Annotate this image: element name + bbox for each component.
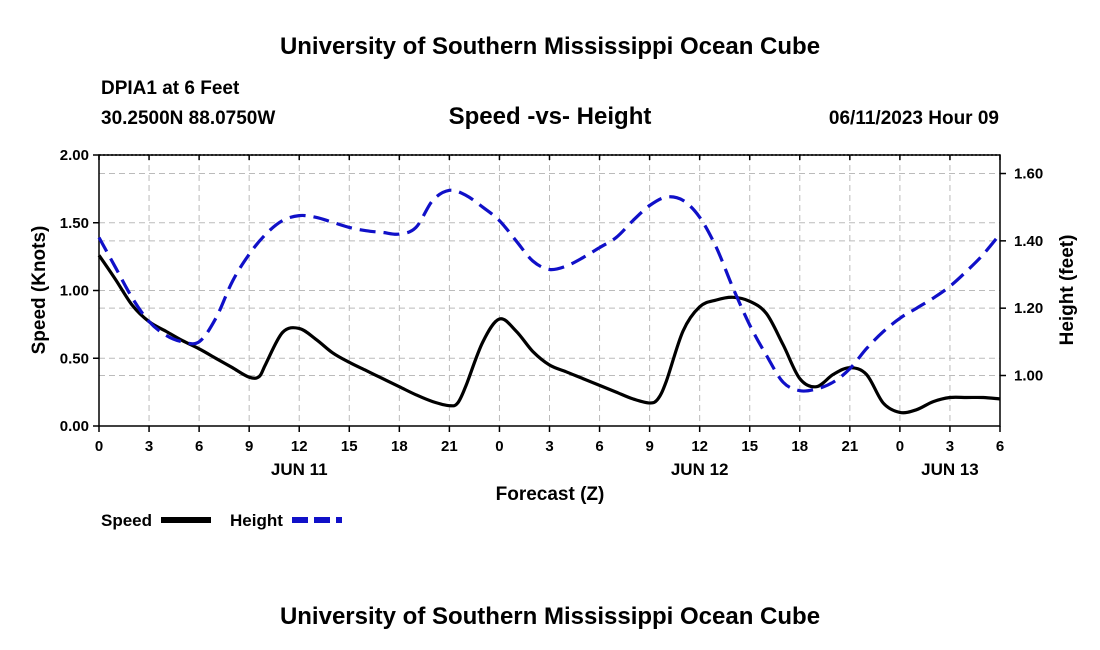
- x-tick-label: 21: [441, 438, 458, 455]
- series-line-height: [97, 188, 1002, 393]
- y-tick-label: 2.00: [60, 147, 89, 164]
- x-date-label: JUN 13: [921, 460, 979, 479]
- legend-label-height: Height: [230, 511, 283, 530]
- location-label: 30.2500N 88.0750W: [101, 108, 275, 129]
- y-tick-label: 0.50: [60, 350, 89, 367]
- series-group: [97, 188, 1002, 415]
- chart-title: Speed -vs- Height: [449, 103, 652, 130]
- x-date-label: JUN 12: [671, 460, 729, 479]
- footer-title: University of Southern Mississippi Ocean…: [280, 603, 820, 630]
- x-tick-label: 6: [595, 438, 603, 455]
- y-axis-title: Speed (Knots): [29, 226, 50, 355]
- x-tick-label: 12: [291, 438, 308, 455]
- x-axis-title: Forecast (Z): [496, 484, 605, 505]
- x-tick-label: 6: [195, 438, 203, 455]
- x-tick-label: 9: [245, 438, 253, 455]
- x-tick-label: 15: [341, 438, 358, 455]
- x-tick-label: 12: [691, 438, 708, 455]
- y2-tick-label: 1.00: [1014, 368, 1043, 385]
- page-title: University of Southern Mississippi Ocean…: [280, 33, 820, 60]
- x-date-label: JUN 11: [271, 460, 328, 479]
- x-tick-label: 18: [791, 438, 808, 455]
- x-tick-label: 0: [896, 438, 904, 455]
- y2-axis-title: Height (feet): [1057, 235, 1078, 346]
- x-tick-label: 0: [95, 438, 103, 455]
- x-tick-label: 3: [946, 438, 954, 455]
- x-tick-label: 21: [841, 438, 858, 455]
- x-tick-label: 3: [545, 438, 553, 455]
- x-axis: 0 3 6 9 12 15 18 21 0 3 6 9 12 15 18 21 0 3 6 JUN 11 JUN 12 J…: [95, 155, 1004, 479]
- x-tick-label: 9: [645, 438, 653, 455]
- x-tick-label: 15: [741, 438, 758, 455]
- y2-tick-label: 1.40: [1014, 233, 1043, 250]
- x-tick-label: 0: [495, 438, 503, 455]
- x-tick-label: 18: [391, 438, 408, 455]
- y2-tick-label: 1.60: [1014, 166, 1043, 183]
- x-tick-label: 6: [996, 438, 1004, 455]
- legend-label-speed: Speed: [101, 511, 152, 530]
- y-tick-label: 1.50: [60, 215, 89, 232]
- y-tick-label: 1.00: [60, 283, 89, 300]
- series-line-speed: [97, 254, 1001, 415]
- datetime-label: 06/11/2023 Hour 09: [829, 108, 999, 129]
- grid-lines: [99, 155, 1000, 426]
- x-tick-label: 3: [145, 438, 153, 455]
- y-tick-label: 0.00: [60, 418, 89, 435]
- y-axis-right: 1.00 1.20 1.40 1.60: [1000, 166, 1043, 385]
- legend: Speed Height: [101, 511, 342, 530]
- y2-tick-label: 1.20: [1014, 300, 1043, 317]
- station-label: DPIA1 at 6 Feet: [101, 78, 240, 99]
- y-axis-left: 0.00 0.50 1.00 1.50 2.00: [60, 147, 99, 435]
